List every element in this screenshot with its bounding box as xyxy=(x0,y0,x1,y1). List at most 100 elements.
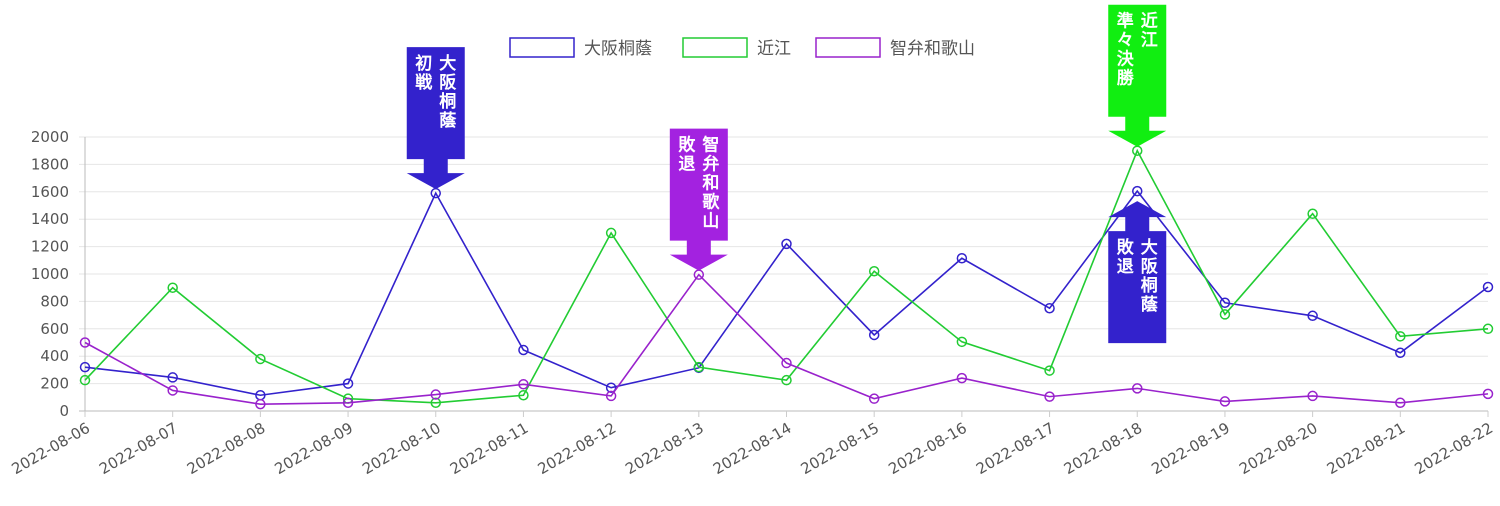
data-point xyxy=(781,374,792,386)
data-point xyxy=(1395,397,1406,409)
legend-swatch xyxy=(682,37,748,58)
x-tick-label: 2022-08-13 xyxy=(622,419,707,478)
data-point xyxy=(430,389,441,400)
annotation-label: 敗退 xyxy=(1117,237,1135,277)
legend-label: 近江 xyxy=(757,39,791,59)
annotation-arrow xyxy=(1108,201,1167,344)
x-tick-label: 2022-08-11 xyxy=(447,419,532,478)
y-tick-label: 2000 xyxy=(31,128,69,146)
x-tick-label: 2022-08-14 xyxy=(710,419,795,478)
data-point xyxy=(1482,388,1494,400)
data-point xyxy=(1307,310,1318,322)
data-point xyxy=(167,282,178,293)
data-point xyxy=(255,353,266,365)
data-point xyxy=(868,393,880,404)
y-tick-label: 1400 xyxy=(31,210,69,228)
x-tick-label: 2022-08-06 xyxy=(8,419,93,478)
data-point xyxy=(868,266,880,277)
legend-item-2: 智弁和歌山 xyxy=(815,37,975,59)
series-layer xyxy=(79,145,1494,410)
x-tick-label: 2022-08-09 xyxy=(272,419,357,478)
data-point xyxy=(518,344,529,356)
y-tick-label: 1800 xyxy=(31,155,69,173)
y-tick-label: 400 xyxy=(40,347,69,365)
x-axis: 2022-08-06 2022-08-07 2022-08-08 2022-08-09… xyxy=(8,411,1496,478)
x-tick-label: 2022-08-20 xyxy=(1236,419,1321,478)
data-point xyxy=(956,372,968,384)
annotation-label: 智弁和歌山 xyxy=(702,135,720,232)
legend-item-0: 大阪桐蔭 xyxy=(509,37,652,59)
y-tick-label: 0 xyxy=(59,402,69,420)
annotation-label: 近江 xyxy=(1141,11,1158,51)
annotation-arrow xyxy=(669,128,728,271)
data-point xyxy=(781,357,792,369)
data-point xyxy=(1132,383,1143,394)
data-point xyxy=(79,374,91,386)
y-tick-label: 1200 xyxy=(31,238,69,256)
data-point xyxy=(1219,309,1231,320)
x-tick-label: 2022-08-22 xyxy=(1411,419,1496,478)
data-point xyxy=(79,361,91,373)
data-point xyxy=(518,389,529,401)
legend-swatch xyxy=(815,37,881,58)
annotation-arrow xyxy=(406,47,465,190)
x-tick-label: 2022-08-21 xyxy=(1324,419,1409,478)
data-point xyxy=(781,238,792,250)
series-1 xyxy=(79,145,1494,409)
data-point xyxy=(255,398,266,410)
data-point xyxy=(605,382,617,393)
data-point xyxy=(868,329,880,341)
x-tick-label: 2022-08-07 xyxy=(96,419,181,478)
x-tick-label: 2022-08-18 xyxy=(1061,419,1146,478)
data-point xyxy=(605,227,617,239)
data-point xyxy=(956,336,968,348)
y-axis: 0 200 400 600 800 1000 1200 1400 1600 1800 2000 xyxy=(31,128,86,420)
x-tick-label: 2022-08-17 xyxy=(973,419,1058,478)
x-tick-label: 2022-08-12 xyxy=(535,419,620,478)
annotation-label: 大阪桐蔭 xyxy=(1141,237,1159,315)
data-point xyxy=(1482,281,1494,293)
data-point xyxy=(1482,323,1494,335)
data-point xyxy=(1132,185,1143,197)
annotation-arrow xyxy=(1108,4,1167,147)
x-tick-label: 2022-08-08 xyxy=(184,419,269,478)
x-tick-label: 2022-08-10 xyxy=(359,419,444,478)
legend-label: 大阪桐蔭 xyxy=(584,39,652,59)
data-point xyxy=(430,397,441,409)
series-0 xyxy=(79,185,1494,401)
y-tick-label: 1000 xyxy=(31,265,69,283)
x-tick-label: 2022-08-15 xyxy=(798,419,883,478)
legend: 大阪桐蔭 近江 智弁和歌山 xyxy=(509,37,975,59)
series-line xyxy=(84,273,1489,405)
legend-swatch xyxy=(509,37,575,58)
data-point xyxy=(1044,365,1055,376)
x-tick-label: 2022-08-16 xyxy=(885,419,970,478)
annotation-label: 敗退 xyxy=(678,135,696,175)
series-2 xyxy=(79,269,1494,410)
series-line xyxy=(84,189,1489,397)
annotation-label: 準々決勝 xyxy=(1117,11,1135,89)
legend-item-1: 近江 xyxy=(682,37,791,59)
data-point xyxy=(1395,331,1406,342)
data-point xyxy=(1307,390,1318,402)
y-tick-label: 600 xyxy=(40,320,69,338)
data-point xyxy=(605,390,617,402)
data-point xyxy=(1044,391,1055,402)
y-tick-label: 1600 xyxy=(31,183,69,201)
data-point xyxy=(1219,396,1231,407)
y-tick-label: 200 xyxy=(40,375,69,393)
x-tick-label: 2022-08-19 xyxy=(1148,419,1233,478)
data-point xyxy=(79,337,91,348)
data-point xyxy=(1219,297,1231,309)
data-point xyxy=(342,378,354,389)
series-line xyxy=(84,148,1489,404)
data-point xyxy=(342,397,354,409)
legend-label: 智弁和歌山 xyxy=(890,39,975,59)
annotation-label: 初戦 xyxy=(415,53,433,93)
